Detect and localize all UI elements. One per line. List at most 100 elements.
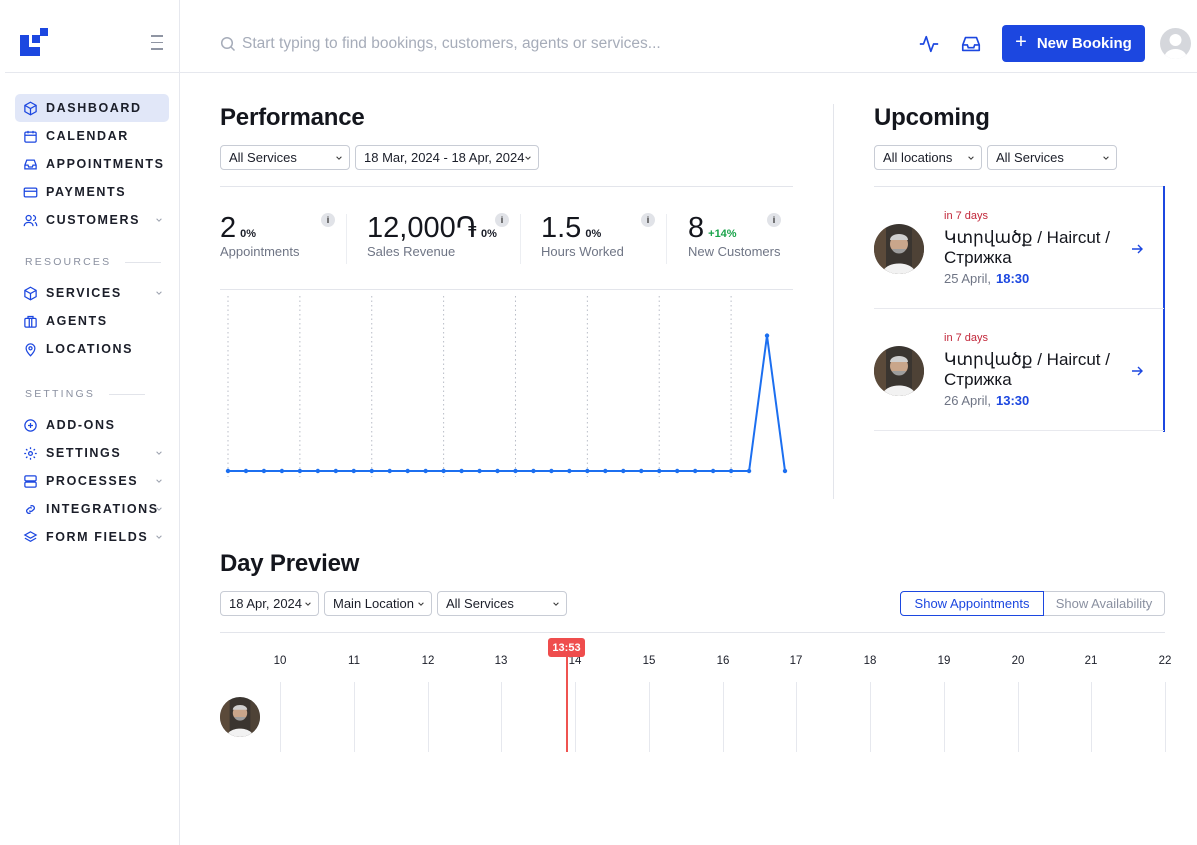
brand-logo-icon[interactable] (20, 28, 50, 58)
chart-point[interactable] (621, 468, 626, 474)
stat-appointments: 2 0% Appointments (220, 212, 300, 267)
booking-service-title: Կտրվածք / Haircut / Стрижка (944, 350, 1110, 389)
chart-point[interactable] (441, 468, 446, 474)
day-preview-service-select[interactable]: All Services (437, 591, 567, 616)
chart-point[interactable] (405, 468, 410, 474)
chevron-down-icon (336, 156, 342, 160)
timeline-hour-line (575, 682, 576, 752)
chart-point[interactable] (387, 468, 392, 474)
performance-title: Performance (220, 104, 365, 131)
sidebar-nav: DASHBOARD CALENDAR APPOINTMENTS PAYMENTS… (15, 94, 169, 551)
chevron-down-icon (156, 451, 162, 455)
chart-point[interactable] (225, 468, 231, 474)
sidebar-section-settings: SETTINGS (15, 379, 169, 409)
timeline-hour-label: 13 (494, 655, 508, 667)
chart-point[interactable] (261, 468, 267, 474)
sidebar-item-label: PAYMENTS (46, 185, 127, 199)
agent-avatar[interactable] (220, 697, 260, 737)
chart-point[interactable] (315, 468, 321, 474)
show-appointments-toggle[interactable]: Show Appointments (900, 591, 1044, 616)
chart-point[interactable] (567, 468, 572, 474)
chart-point[interactable] (674, 468, 680, 474)
user-avatar[interactable] (1160, 28, 1191, 59)
chart-point[interactable] (459, 468, 464, 474)
chart-point[interactable] (351, 468, 356, 474)
chart-point[interactable] (495, 468, 500, 474)
sidebar-item-processes[interactable]: PROCESSES (15, 467, 169, 495)
chart-point[interactable] (513, 468, 518, 474)
sidebar-item-payments[interactable]: PAYMENTS (15, 178, 169, 206)
chart-point[interactable] (782, 468, 788, 474)
current-time-line (566, 653, 568, 752)
stat-label: New Customers (688, 244, 781, 259)
briefcase-icon (22, 313, 38, 329)
upcoming-service-select[interactable]: All Services (987, 145, 1117, 170)
performance-service-select[interactable]: All Services (220, 145, 350, 170)
activity-icon[interactable] (918, 33, 940, 55)
sidebar-item-customers[interactable]: CUSTOMERS (15, 206, 169, 234)
chart-point[interactable] (279, 468, 285, 474)
sidebar-item-calendar[interactable]: CALENDAR (15, 122, 169, 150)
users-icon (22, 212, 38, 228)
upcoming-booking-card[interactable]: in 7 days Կտրվածք / Haircut / Стрижка 25… (874, 187, 1164, 309)
booking-time: 18:30 (995, 271, 1030, 286)
chart-point[interactable] (297, 468, 303, 474)
timeline-hour-line (501, 682, 502, 752)
info-icon[interactable]: i (321, 213, 335, 227)
info-icon[interactable]: i (495, 213, 509, 227)
chart-point[interactable] (423, 468, 428, 474)
sidebar-item-label: FORM FIELDS (46, 530, 149, 544)
booking-datetime: 26 April, 13:30 (944, 393, 1029, 408)
chart-point[interactable] (639, 468, 644, 474)
day-preview-date-select[interactable]: 18 Apr, 2024 (220, 591, 319, 616)
sidebar-item-locations[interactable]: LOCATIONS (15, 335, 169, 363)
chart-point[interactable] (333, 468, 339, 474)
chevron-down-icon (156, 291, 162, 295)
link-icon (22, 501, 38, 517)
new-booking-button[interactable]: + New Booking (1002, 25, 1145, 62)
booking-date: 26 April, (944, 393, 991, 408)
chart-point[interactable] (585, 468, 590, 474)
sidebar-item-services[interactable]: SERVICES (15, 279, 169, 307)
upcoming-highlight-bar (1163, 186, 1165, 432)
chart-point[interactable] (477, 468, 482, 474)
chevron-down-icon (968, 156, 974, 160)
sidebar-item-agents[interactable]: AGENTS (15, 307, 169, 335)
sidebar-item-appointments[interactable]: APPOINTMENTS (15, 150, 169, 178)
sidebar-item-integrations[interactable]: INTEGRATIONS (15, 495, 169, 523)
arrow-right-icon[interactable] (1130, 364, 1144, 378)
timeline-hour-label: 21 (1084, 655, 1098, 667)
day-preview-location-select[interactable]: Main Location (324, 591, 432, 616)
sidebar-item-form-fields[interactable]: FORM FIELDS (15, 523, 169, 551)
inbox-icon[interactable] (960, 33, 982, 55)
upcoming-booking-card[interactable]: in 7 days Կտրվածք / Haircut / Стрижка 26… (874, 309, 1164, 431)
map-pin-icon (22, 341, 38, 357)
chart-point[interactable] (243, 468, 249, 474)
performance-date-range-select[interactable]: 18 Mar, 2024 - 18 Apr, 2024 (355, 145, 539, 170)
sidebar-item-dashboard[interactable]: DASHBOARD (15, 94, 169, 122)
chart-point[interactable] (692, 468, 698, 474)
chart-point[interactable] (369, 468, 374, 474)
timeline-hour-line (1091, 682, 1092, 752)
menu-toggle-icon[interactable] (151, 35, 165, 53)
info-icon[interactable]: i (767, 213, 781, 227)
chart-point[interactable] (603, 468, 608, 474)
search-input[interactable] (242, 32, 842, 56)
chart-point[interactable] (746, 468, 752, 474)
sidebar-item-add-ons[interactable]: ADD-ONS (15, 411, 169, 439)
chart-point[interactable] (764, 333, 770, 338)
chart-point[interactable] (728, 468, 734, 474)
show-availability-toggle[interactable]: Show Availability (1043, 591, 1165, 616)
chart-point[interactable] (710, 468, 716, 474)
info-icon[interactable]: i (641, 213, 655, 227)
chart-point[interactable] (549, 468, 554, 474)
upcoming-location-select[interactable]: All locations (874, 145, 982, 170)
sidebar-item-settings[interactable]: SETTINGS (15, 439, 169, 467)
chart-point[interactable] (531, 468, 536, 474)
calendar-icon (22, 128, 38, 144)
divider (874, 186, 1164, 187)
cube-icon (22, 100, 38, 116)
chart-line (228, 335, 786, 472)
chart-point[interactable] (657, 468, 662, 474)
arrow-right-icon[interactable] (1130, 242, 1144, 256)
